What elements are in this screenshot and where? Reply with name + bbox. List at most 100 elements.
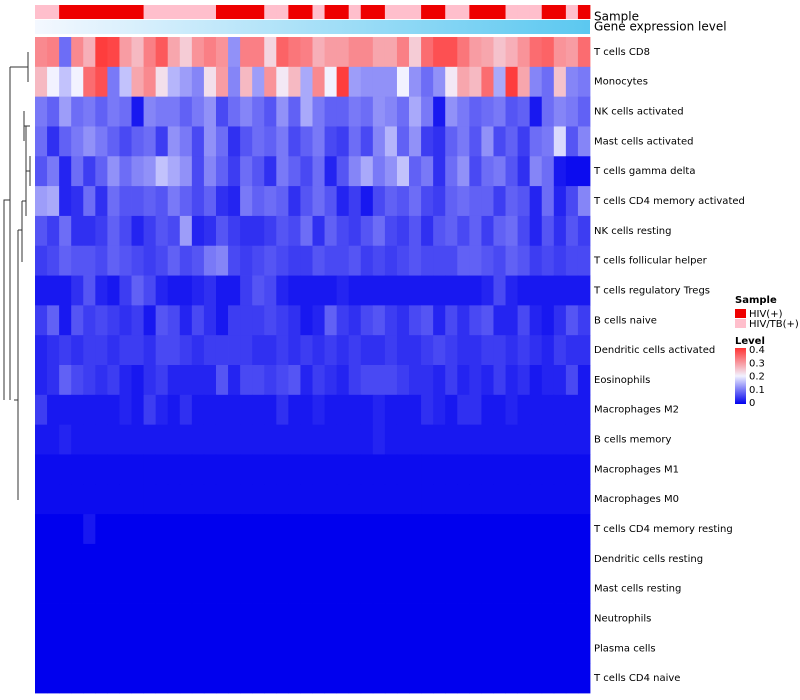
heatmap-cell — [565, 543, 579, 575]
sample-annotation-cell — [252, 5, 265, 19]
heatmap-cell — [469, 335, 482, 366]
heatmap-cell — [360, 484, 374, 515]
heatmap-cell — [433, 603, 446, 634]
heatmap-cell — [384, 126, 398, 157]
heatmap-cell — [409, 484, 422, 515]
heatmap-cell — [228, 305, 241, 336]
heatmap-cell — [35, 573, 48, 604]
heatmap-cell — [396, 663, 410, 694]
heatmap-cell — [505, 335, 519, 366]
heatmap-cell — [264, 424, 277, 455]
heatmap-cell — [553, 305, 567, 336]
heatmap-cell — [336, 573, 350, 604]
heatmap-cell — [565, 424, 579, 455]
heatmap-cell — [469, 573, 482, 604]
heatmap-cell — [469, 37, 482, 68]
heatmap-cell — [348, 454, 362, 485]
heatmap-cell — [107, 186, 120, 217]
heatmap-cell — [457, 335, 470, 366]
heatmap-cell — [59, 215, 72, 247]
heatmap-cell — [541, 424, 555, 455]
heatmap-cell — [409, 603, 422, 634]
heatmap-cell — [191, 484, 205, 515]
heatmap-cell — [83, 514, 96, 545]
heatmap-cell — [457, 365, 470, 396]
heatmap-cell — [517, 394, 531, 426]
heatmap-cell — [240, 215, 253, 247]
heatmap-cell — [541, 663, 555, 694]
heatmap-cell — [421, 424, 434, 455]
heatmap-cell — [107, 245, 120, 276]
heatmap-cell — [565, 484, 579, 515]
heatmap-cell — [35, 454, 48, 485]
heatmap-cell — [131, 186, 144, 217]
heatmap-cell — [324, 484, 338, 515]
heatmap-cell — [276, 186, 289, 217]
heatmap-cell — [324, 514, 338, 545]
heatmap-cell — [203, 424, 217, 455]
heatmap-cell — [167, 245, 181, 276]
heatmap-cell — [312, 275, 325, 306]
heatmap-cell — [35, 156, 48, 187]
heatmap-cell — [71, 633, 84, 664]
sample-legend-entries: HIV(+)HIV/TB(+) — [735, 309, 799, 330]
heatmap-cell — [203, 215, 217, 247]
heatmap-cell — [505, 454, 519, 485]
heatmap-cell — [119, 454, 132, 485]
heatmap-cell — [541, 603, 555, 634]
heatmap-cell — [95, 573, 108, 604]
heatmap-cell — [167, 484, 181, 515]
heatmap-cell — [433, 66, 446, 98]
row-label: T cells follicular helper — [593, 256, 708, 267]
heatmap-cell — [372, 305, 386, 336]
heatmap-cell — [228, 335, 241, 366]
heatmap-cell — [336, 186, 350, 217]
heatmap-cell — [35, 543, 48, 575]
sample-annotation-cell — [493, 5, 506, 19]
heatmap-cell — [445, 365, 458, 396]
heatmap-cell — [384, 573, 398, 604]
heatmap-cell — [47, 454, 60, 485]
heatmap-cell — [421, 454, 434, 485]
sample-annotation-cell — [565, 5, 579, 19]
heatmap-cell — [191, 603, 205, 634]
heatmap-cell — [505, 215, 519, 247]
heatmap-cell — [191, 66, 205, 98]
sample-annotation-cell — [107, 5, 120, 19]
heatmap-cell — [143, 454, 157, 485]
heatmap-cell — [336, 424, 350, 455]
heatmap-cell — [276, 633, 289, 664]
heatmap-cell — [348, 424, 362, 455]
heatmap-cell — [107, 275, 120, 306]
heatmap-cell — [409, 454, 422, 485]
heatmap-cell — [155, 275, 169, 306]
heatmap-cell — [276, 603, 289, 634]
heatmap-cell — [83, 66, 96, 98]
heatmap-cell — [433, 126, 446, 157]
heatmap-cell — [372, 245, 386, 276]
heatmap-cell — [360, 454, 374, 485]
sample-annotation-cell — [360, 5, 374, 19]
heatmap-cell — [493, 96, 506, 127]
heatmap-cell — [59, 454, 72, 485]
row-dendrogram — [3, 52, 31, 500]
heatmap-cell — [71, 573, 84, 604]
heatmap-cell — [396, 215, 410, 247]
heatmap-cell — [372, 663, 386, 694]
heatmap-cell — [445, 335, 458, 366]
heatmap-cell — [445, 514, 458, 545]
heatmap-cell — [481, 186, 494, 217]
heatmap-cell — [155, 156, 169, 187]
heatmap-cell — [59, 37, 72, 68]
heatmap-cell — [35, 245, 48, 276]
heatmap-cell — [264, 573, 277, 604]
heatmap-cell — [577, 126, 591, 157]
heatmap-cell — [203, 275, 217, 306]
heatmap-cells — [35, 37, 591, 694]
heatmap-cell — [421, 663, 434, 694]
heatmap-cell — [228, 454, 241, 485]
heatmap-cell — [252, 454, 265, 485]
heatmap-cell — [264, 454, 277, 485]
heatmap-cell — [240, 633, 253, 664]
heatmap-cell — [300, 305, 313, 336]
